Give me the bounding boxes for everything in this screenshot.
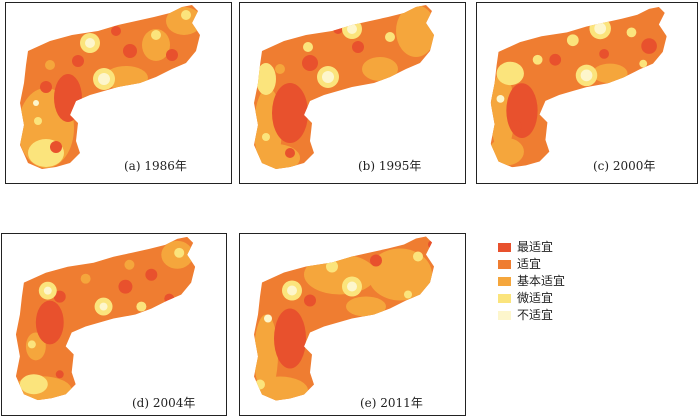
map-legend: 最适宜 适宜 基本适宜 微适宜 不适宜 (498, 239, 565, 324)
legend-item: 基本适宜 (498, 273, 565, 289)
legend-item: 微适宜 (498, 290, 565, 306)
legend-swatch (498, 276, 511, 286)
map-a (20, 5, 200, 169)
map-panel-d: (d) 2004年 (1, 233, 227, 416)
panel-caption-a: (a) 1986年 (124, 159, 187, 173)
legend-label: 适宜 (517, 257, 542, 271)
legend-swatch (498, 242, 511, 252)
legend-swatch (498, 293, 511, 303)
map-e (254, 236, 434, 401)
legend-label: 不适宜 (517, 308, 554, 322)
panel-caption-e: (e) 2011年 (360, 396, 423, 410)
legend-item: 适宜 (498, 256, 565, 272)
legend-item: 不适宜 (498, 307, 565, 323)
map-b (254, 5, 434, 169)
map-panel-e: (e) 2011年 (239, 233, 466, 416)
legend-label: 基本适宜 (517, 274, 566, 288)
legend-swatch (498, 259, 511, 269)
panel-caption-c: (c) 2000年 (593, 159, 656, 173)
map-panel-b: (b) 1995年 (239, 2, 466, 184)
panel-caption-d: (d) 2004年 (132, 396, 196, 410)
legend-label: 微适宜 (517, 291, 554, 305)
map-panel-a: (a) 1986年 (5, 2, 232, 184)
legend-item: 最适宜 (498, 239, 565, 255)
legend-label: 最适宜 (517, 240, 554, 254)
map-c (490, 6, 667, 168)
panel-caption-b: (b) 1995年 (358, 159, 422, 173)
map-d (15, 236, 196, 401)
legend-swatch (498, 310, 511, 320)
map-panel-c: (c) 2000年 (476, 2, 698, 184)
